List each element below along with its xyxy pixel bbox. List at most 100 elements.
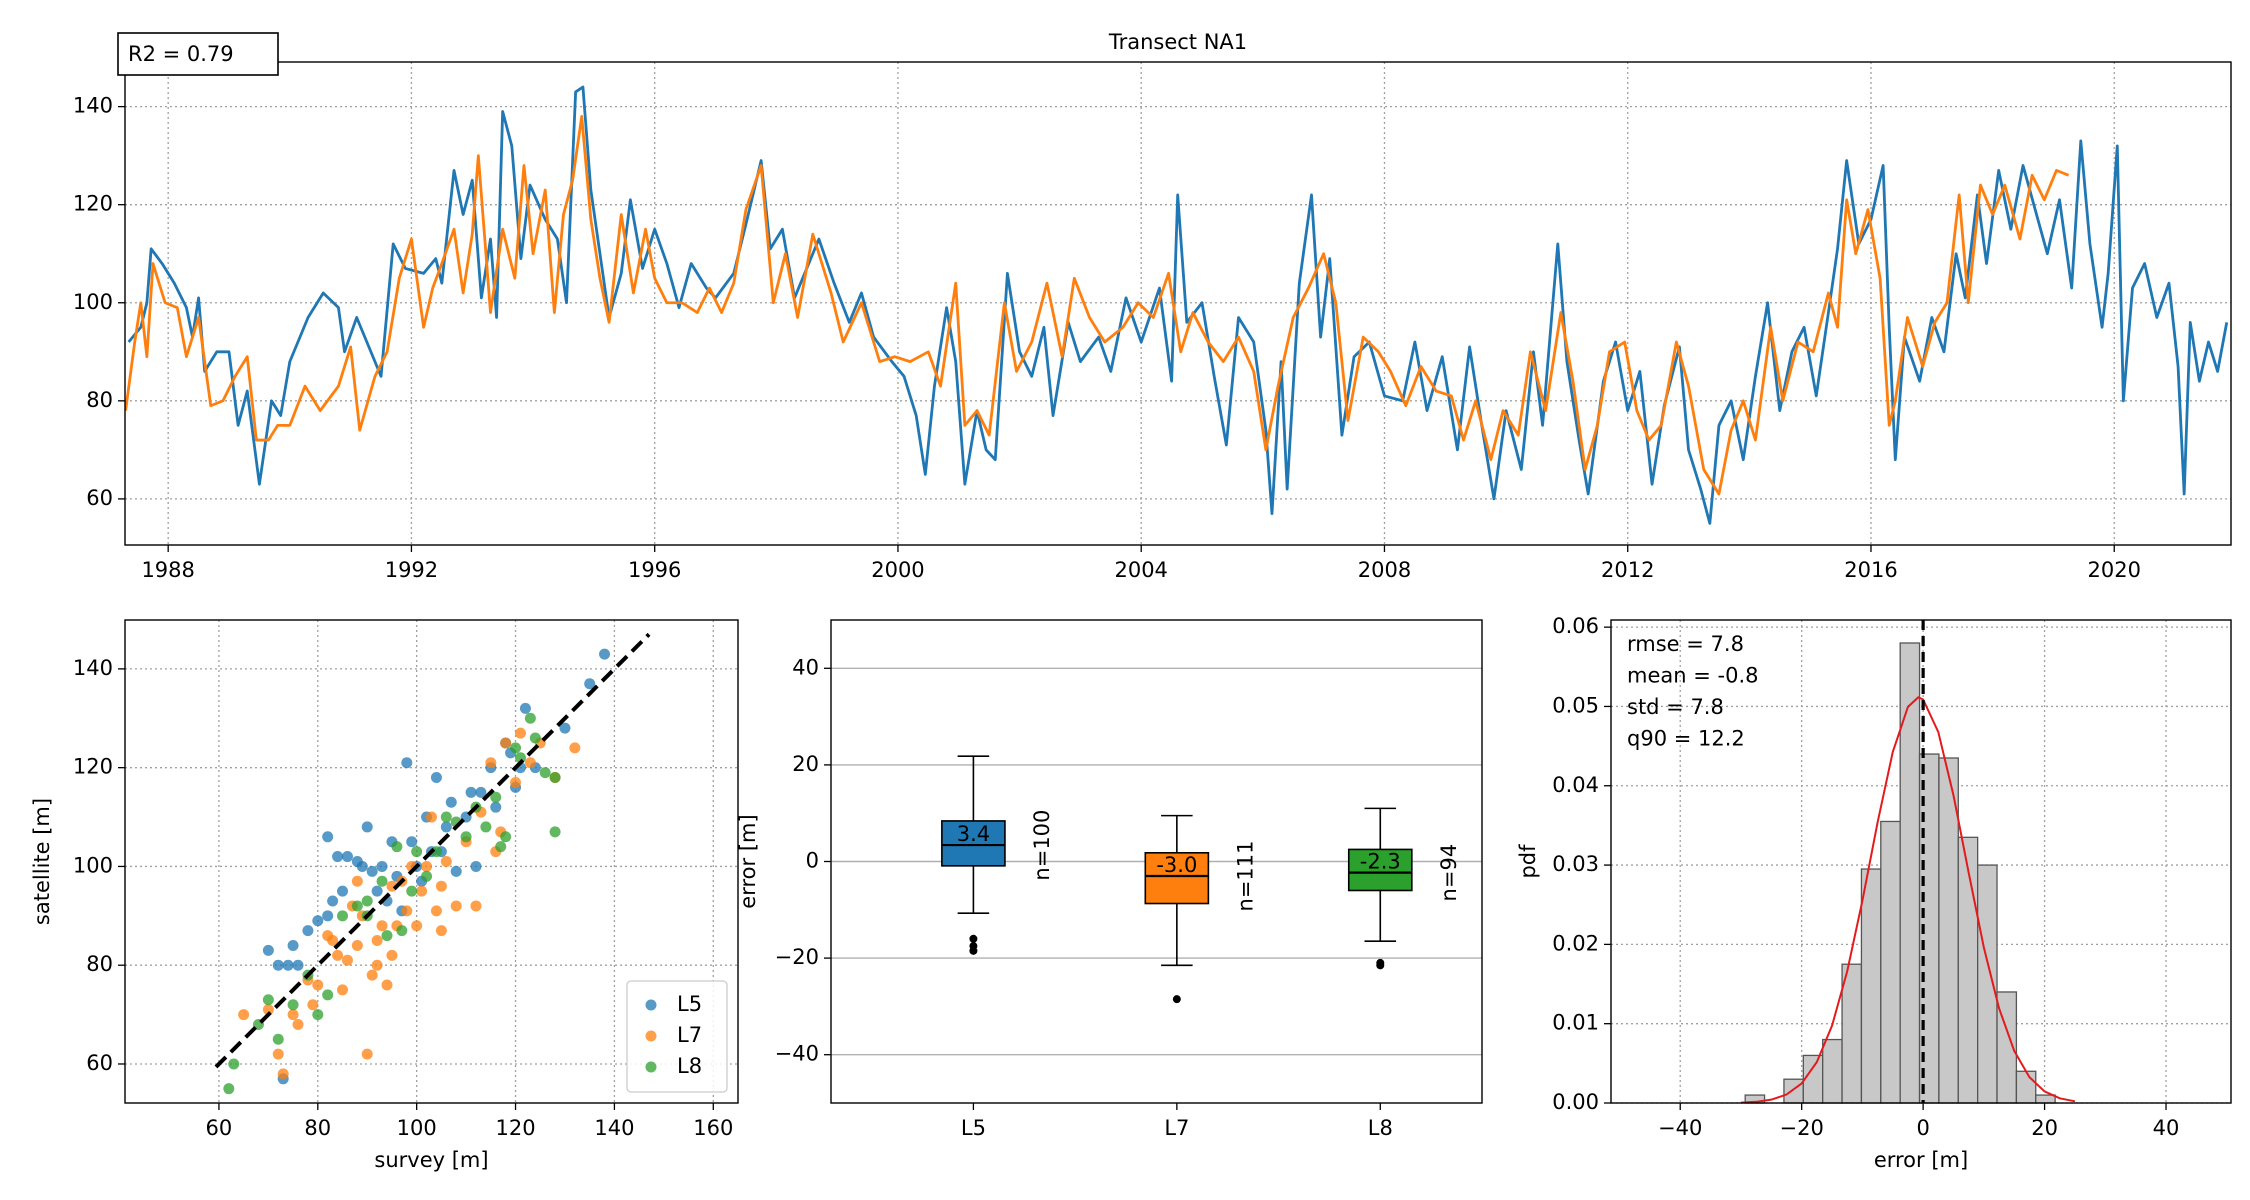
scatter-point bbox=[312, 979, 324, 991]
y-axis-label: error [m] bbox=[736, 814, 760, 908]
scatter-point bbox=[381, 979, 393, 991]
x-tick-label: −20 bbox=[1780, 1116, 1824, 1140]
scatter-point bbox=[421, 870, 433, 882]
scatter-point bbox=[440, 856, 452, 867]
histogram-bar bbox=[2035, 1094, 2056, 1104]
legend-marker bbox=[645, 1061, 657, 1073]
scatter-point bbox=[539, 767, 551, 779]
scatter-point bbox=[262, 1004, 274, 1016]
scatter-point bbox=[327, 895, 339, 907]
x-tick-label: 2000 bbox=[871, 558, 924, 582]
scatter-point bbox=[485, 757, 497, 769]
count-label: n=94 bbox=[1437, 844, 1461, 902]
scatter-point bbox=[366, 865, 378, 877]
axes-frame bbox=[124, 619, 739, 1104]
outlier bbox=[1172, 995, 1181, 1004]
scatter-point bbox=[524, 712, 536, 724]
scatter-point bbox=[337, 910, 349, 922]
scatter-point bbox=[361, 821, 373, 833]
scatter-point bbox=[426, 811, 437, 823]
histogram-bar bbox=[1802, 1054, 1824, 1104]
legend-marker bbox=[645, 999, 657, 1011]
scatter-point bbox=[292, 1018, 304, 1030]
y-tick-label: 140 bbox=[73, 656, 113, 680]
scatter-point bbox=[440, 811, 452, 823]
scatter-point bbox=[475, 786, 487, 798]
scatter-point bbox=[371, 935, 383, 947]
x-tick-label: L8 bbox=[1368, 1116, 1393, 1140]
scatter-point bbox=[312, 1009, 324, 1021]
scatter-point bbox=[302, 925, 314, 937]
scatter-point bbox=[470, 860, 482, 872]
scatter-point bbox=[524, 757, 536, 769]
x-tick-label: 40 bbox=[2153, 1116, 2180, 1140]
x-tick-label: 140 bbox=[594, 1116, 634, 1140]
scatter-point bbox=[559, 722, 571, 734]
legend-label: L5 bbox=[677, 992, 702, 1016]
histogram-bar bbox=[1899, 642, 1921, 1104]
scatter-point bbox=[381, 930, 393, 942]
scatter-point bbox=[228, 1058, 240, 1070]
axes-frame bbox=[1610, 619, 2232, 1104]
y-tick-label: 0.06 bbox=[1552, 614, 1599, 638]
x-tick-label: 2020 bbox=[2088, 558, 2141, 582]
histogram-bar bbox=[2015, 1070, 2037, 1104]
x-tick-label: 0 bbox=[1916, 1116, 1929, 1140]
axes: 60 80 100 120 140 1988 1992 1996 2000 2004 2008 201… bbox=[73, 62, 2231, 582]
scatter-point bbox=[351, 939, 363, 951]
scatter-point bbox=[351, 900, 363, 912]
scatter-point bbox=[262, 994, 274, 1006]
scatter-point bbox=[411, 846, 423, 858]
histogram-bar bbox=[1977, 864, 1998, 1104]
outlier bbox=[1376, 961, 1385, 970]
scatter-point bbox=[287, 939, 299, 951]
outlier bbox=[969, 946, 978, 955]
x-axis-label: survey [m] bbox=[374, 1148, 488, 1172]
stats-text: q90 = 12.2 bbox=[1627, 727, 1745, 751]
scatter-point bbox=[450, 900, 462, 912]
y-tick-label: 0 bbox=[806, 849, 819, 873]
histogram-bar bbox=[1880, 820, 1901, 1104]
scatter-point bbox=[490, 791, 502, 803]
scatter-point bbox=[376, 860, 388, 872]
x-tick-label: 120 bbox=[495, 1116, 535, 1140]
legend-label: L8 bbox=[677, 1054, 702, 1078]
scatter-point bbox=[430, 846, 442, 858]
scatter-point bbox=[599, 648, 611, 660]
histogram-bar bbox=[1860, 868, 1882, 1104]
y-tick-label: 60 bbox=[86, 486, 113, 510]
scatter-point bbox=[337, 984, 349, 996]
scatter-point bbox=[500, 737, 512, 749]
scatter-point bbox=[460, 831, 472, 843]
scatter-point bbox=[440, 821, 452, 833]
scatter-point bbox=[500, 831, 512, 843]
scatter-point bbox=[341, 851, 353, 863]
legend-marker bbox=[645, 1030, 657, 1042]
scatter-point bbox=[238, 1009, 250, 1021]
scatter-point bbox=[282, 959, 294, 971]
x-tick-label: 2016 bbox=[1844, 558, 1897, 582]
box bbox=[941, 820, 1006, 867]
x-tick-label: 160 bbox=[693, 1116, 733, 1140]
scatter-point bbox=[549, 826, 561, 838]
x-tick-label: 1996 bbox=[628, 558, 681, 582]
scatter-point bbox=[376, 875, 388, 887]
scatter-point bbox=[371, 885, 383, 897]
scatter-point bbox=[406, 885, 418, 897]
scatter-point bbox=[287, 999, 299, 1011]
legend-label: L7 bbox=[677, 1023, 702, 1047]
annotation-box bbox=[117, 32, 279, 76]
scatter-point bbox=[430, 905, 442, 917]
x-tick-label: −40 bbox=[1658, 1116, 1702, 1140]
scatter-point bbox=[332, 949, 344, 961]
scatter-point bbox=[435, 880, 447, 892]
scatter-point bbox=[430, 772, 442, 784]
scatter-point bbox=[223, 1083, 235, 1095]
stats-text: std = 7.8 bbox=[1627, 695, 1724, 719]
scatter-point bbox=[322, 831, 334, 843]
scatter-point bbox=[307, 999, 319, 1011]
y-tick-label: 0.05 bbox=[1552, 693, 1599, 717]
scatter-point bbox=[406, 836, 418, 848]
scatter-point bbox=[361, 1048, 373, 1060]
scatter-point bbox=[287, 1009, 299, 1021]
